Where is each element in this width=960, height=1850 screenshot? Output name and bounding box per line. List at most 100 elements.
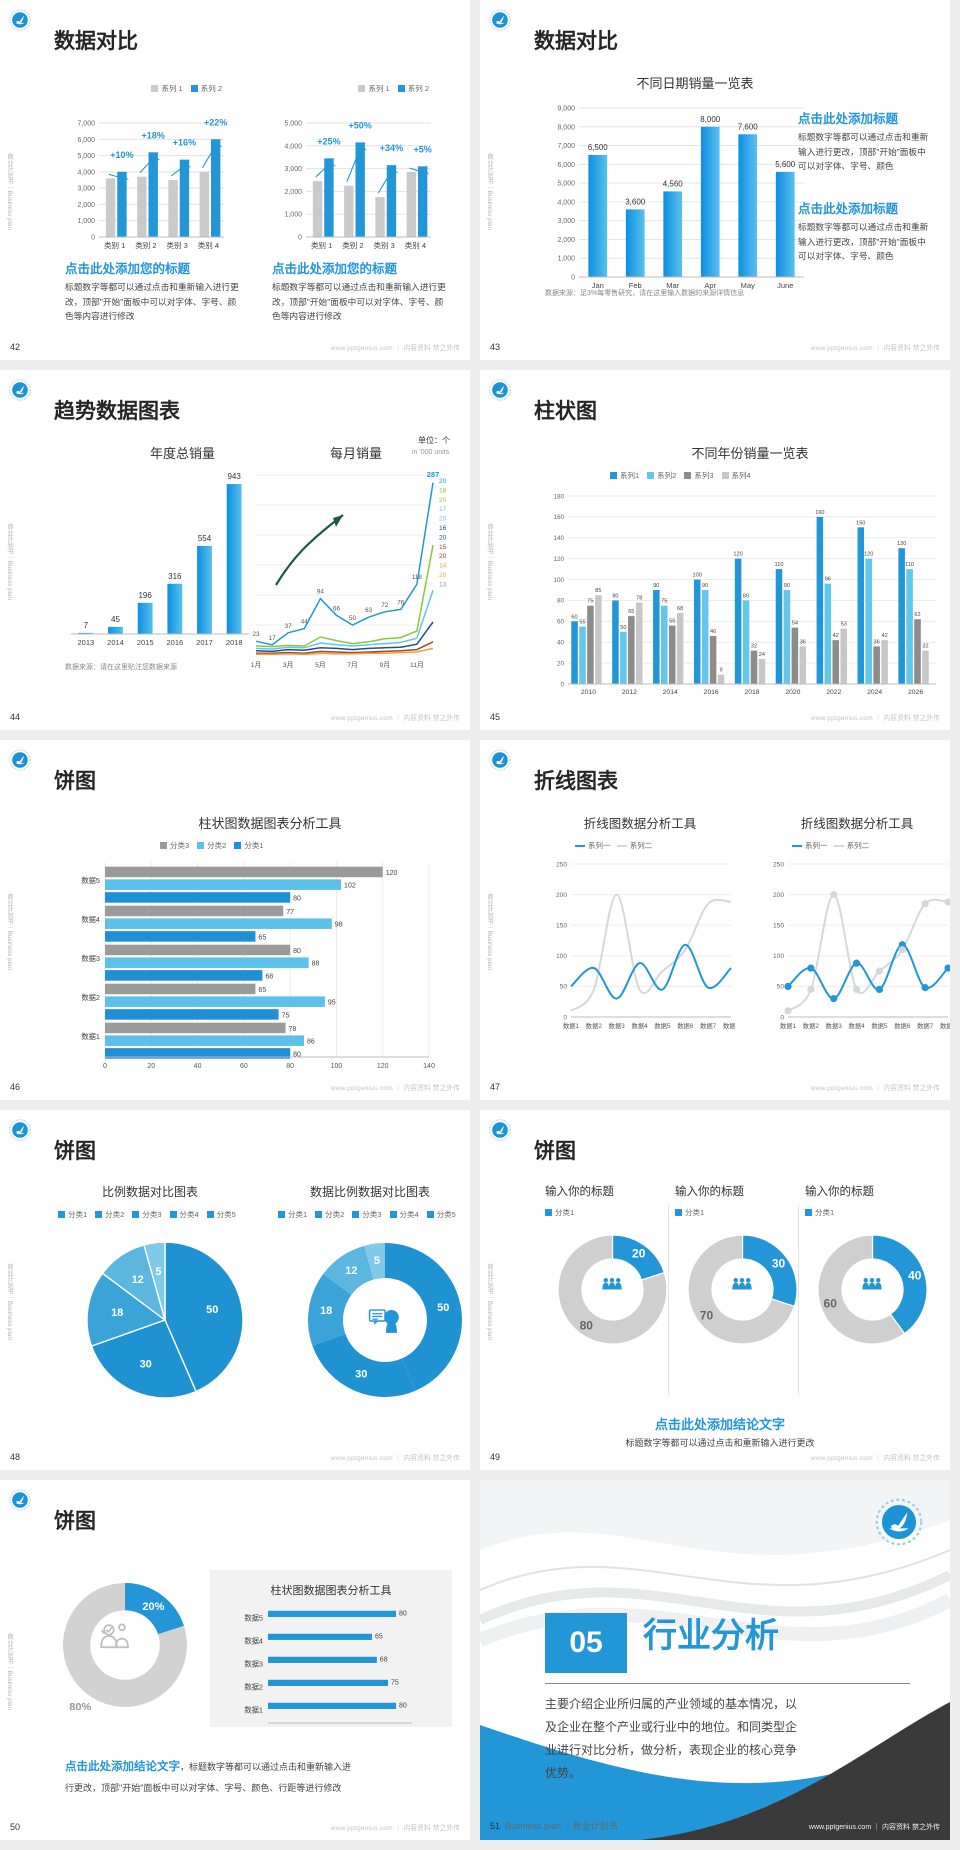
svg-text:20: 20: [632, 1247, 646, 1261]
svg-text:2013: 2013: [77, 638, 94, 647]
svg-text:数据8: 数据8: [940, 1021, 950, 1030]
svg-text:90: 90: [784, 583, 790, 589]
svg-text:100: 100: [331, 1063, 343, 1070]
svg-text:36: 36: [874, 639, 880, 645]
svg-text:+34%: +34%: [380, 143, 403, 153]
svg-text:数据5: 数据5: [654, 1021, 671, 1030]
svg-text:80: 80: [580, 1319, 594, 1333]
svg-text:150: 150: [556, 923, 567, 930]
svg-text:3,600: 3,600: [625, 197, 646, 206]
svg-text:60: 60: [240, 1063, 248, 1070]
svg-text:2026: 2026: [908, 689, 923, 696]
svg-text:2017: 2017: [196, 638, 213, 647]
svg-text:94: 94: [317, 589, 325, 596]
svg-text:类别 2: 类别 2: [342, 240, 363, 250]
svg-text:120: 120: [386, 870, 398, 877]
svg-text:68: 68: [677, 606, 683, 612]
svg-text:63: 63: [365, 607, 373, 614]
svg-text:2020: 2020: [785, 689, 800, 696]
svg-text:类别 2: 类别 2: [135, 240, 156, 250]
svg-text:140: 140: [423, 1063, 435, 1070]
svg-text:16: 16: [439, 525, 447, 532]
svg-text:65: 65: [258, 987, 266, 994]
svg-text:75: 75: [391, 1680, 399, 1687]
svg-text:50: 50: [437, 1302, 449, 1314]
svg-text:65: 65: [375, 1634, 383, 1641]
svg-text:数据7: 数据7: [700, 1021, 717, 1030]
svg-text:1,000: 1,000: [284, 212, 302, 219]
svg-text:2,000: 2,000: [284, 189, 302, 196]
svg-text:2018: 2018: [226, 638, 243, 647]
svg-text:2016: 2016: [166, 638, 183, 647]
svg-text:40: 40: [908, 1269, 922, 1283]
svg-text:June: June: [777, 281, 793, 290]
svg-text:7,000: 7,000: [557, 143, 575, 150]
svg-text:50: 50: [620, 625, 626, 631]
svg-text:数据4: 数据4: [849, 1021, 866, 1030]
svg-text:66: 66: [333, 605, 341, 612]
svg-text:150: 150: [856, 520, 865, 526]
svg-text:30: 30: [355, 1369, 367, 1381]
svg-text:17: 17: [269, 635, 277, 642]
svg-text:4,000: 4,000: [557, 199, 575, 206]
svg-text:2024: 2024: [867, 689, 882, 696]
svg-text:55: 55: [579, 620, 585, 626]
svg-text:72: 72: [381, 602, 389, 609]
svg-text:类别 3: 类别 3: [373, 240, 394, 250]
svg-text:60: 60: [824, 1296, 838, 1310]
svg-text:120: 120: [733, 552, 742, 558]
svg-text:2016: 2016: [704, 689, 719, 696]
svg-text:11月: 11月: [410, 661, 424, 669]
svg-text:46: 46: [710, 629, 716, 635]
svg-text:100: 100: [693, 573, 702, 579]
svg-text:0: 0: [780, 1014, 784, 1021]
svg-text:7月: 7月: [347, 661, 358, 669]
svg-text:65: 65: [628, 609, 634, 615]
svg-text:80: 80: [293, 895, 301, 902]
svg-text:5,000: 5,000: [77, 153, 95, 160]
svg-text:160: 160: [553, 514, 564, 521]
svg-text:3月: 3月: [283, 661, 294, 669]
svg-text:90: 90: [702, 583, 708, 589]
svg-text:68: 68: [265, 973, 273, 980]
svg-text:554: 554: [198, 534, 212, 543]
svg-text:40: 40: [557, 640, 565, 647]
svg-text:50: 50: [560, 984, 568, 991]
svg-text:85: 85: [595, 588, 601, 594]
svg-text:37: 37: [285, 623, 293, 630]
svg-text:96: 96: [825, 577, 831, 583]
svg-text:7,000: 7,000: [77, 121, 95, 128]
svg-text:80: 80: [399, 1703, 407, 1710]
svg-text:20: 20: [439, 516, 447, 523]
svg-text:数据3: 数据3: [609, 1021, 626, 1030]
svg-text:数据2: 数据2: [586, 1021, 603, 1030]
svg-text:45: 45: [111, 615, 120, 624]
svg-text:9,000: 9,000: [557, 106, 575, 113]
svg-text:75: 75: [661, 599, 667, 605]
svg-text:数据3: 数据3: [244, 1659, 263, 1668]
svg-text:+25%: +25%: [317, 136, 340, 146]
svg-text:20: 20: [439, 534, 447, 541]
svg-text:90: 90: [653, 583, 659, 589]
svg-text:180: 180: [553, 493, 564, 500]
svg-text:76: 76: [397, 599, 405, 606]
svg-text:1,000: 1,000: [77, 218, 95, 225]
svg-text:80: 80: [557, 598, 565, 605]
svg-text:数据2: 数据2: [244, 1682, 263, 1691]
svg-text:+18%: +18%: [142, 130, 165, 140]
svg-text:0: 0: [563, 1014, 567, 1021]
svg-text:数据4: 数据4: [81, 915, 100, 924]
svg-text:42: 42: [833, 633, 839, 639]
svg-text:62: 62: [914, 612, 920, 618]
svg-text:5,000: 5,000: [284, 121, 302, 128]
svg-text:78: 78: [289, 1026, 297, 1033]
svg-text:1,000: 1,000: [557, 256, 575, 263]
svg-text:20: 20: [439, 478, 447, 485]
svg-text:42: 42: [881, 633, 887, 639]
svg-text:250: 250: [556, 861, 567, 868]
svg-text:50: 50: [777, 984, 785, 991]
svg-text:5,000: 5,000: [557, 181, 575, 188]
svg-text:150: 150: [773, 923, 784, 930]
svg-text:+5%: +5%: [414, 144, 432, 154]
svg-text:95: 95: [328, 1000, 336, 1007]
